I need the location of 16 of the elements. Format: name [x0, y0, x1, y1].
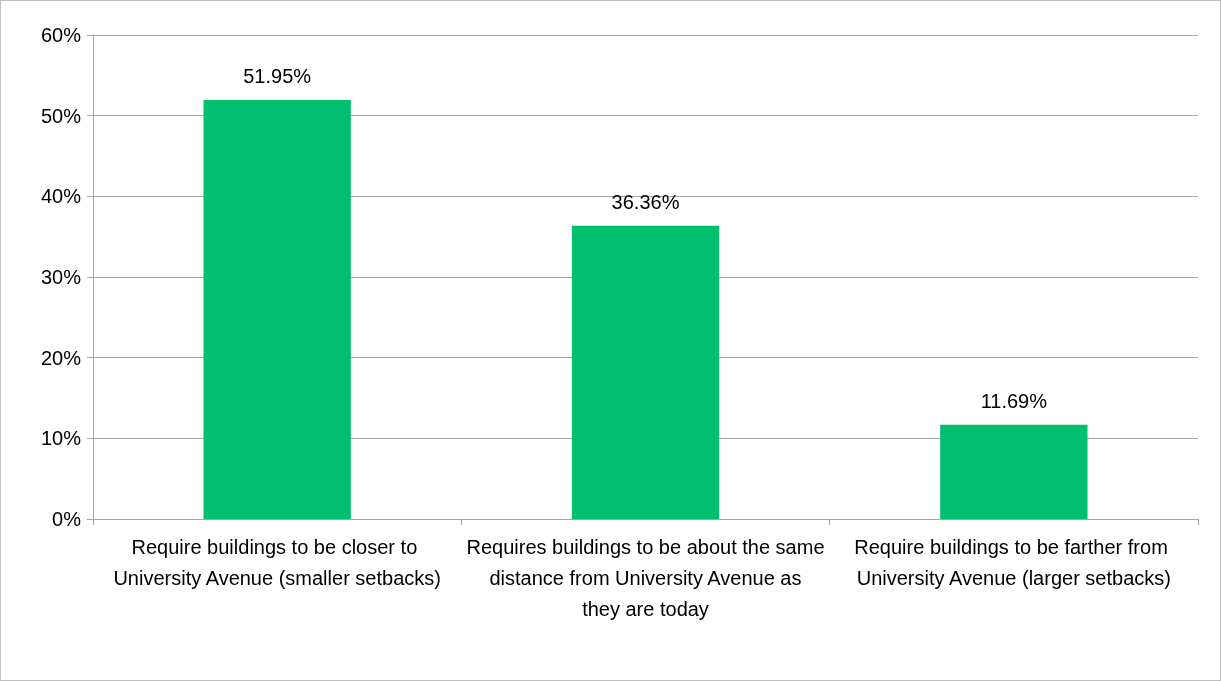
bar: [203, 99, 351, 519]
y-tick-label: 0%: [52, 508, 82, 530]
data-label: 36.36%: [611, 190, 680, 213]
x-tick-label: Requires buildings to be about the same distance from University Avenue as they are today: [466, 535, 825, 620]
x-tick-label: Require buildings to be farther from University Avenue (larger setbacks): [854, 535, 1174, 589]
y-tick-label: 50%: [40, 104, 82, 127]
bar: [940, 424, 1088, 519]
y-tick-label: 10%: [40, 427, 82, 450]
y-tick-label: 40%: [40, 185, 82, 208]
y-tick-label: 30%: [40, 266, 82, 288]
x-tick-label: Require buildings to be closer to University Avenue (smaller setbacks): [113, 535, 441, 589]
bar: [571, 225, 720, 519]
y-tick-label: 20%: [40, 346, 82, 369]
data-label: 51.95%: [243, 64, 312, 87]
y-tick-label: 60%: [40, 24, 82, 46]
data-label: 11.69%: [980, 389, 1048, 412]
